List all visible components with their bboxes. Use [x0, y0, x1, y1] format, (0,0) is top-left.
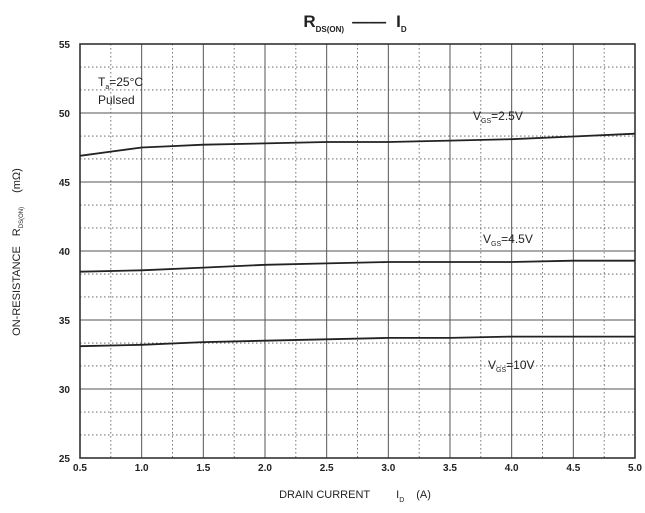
title-vs-symbol: I [396, 12, 401, 31]
y-tick-labels: 25 30 35 40 45 50 55 [59, 40, 71, 465]
x-tick-label: 1.5 [196, 463, 210, 474]
y-tick-label: 30 [59, 385, 71, 396]
condition-pulsed: Pulsed [98, 93, 135, 107]
grid [79, 43, 636, 459]
series-line-1 [79, 259, 635, 273]
series-label-vgs-4-5v: VGS=4.5V [483, 232, 533, 248]
x-tick-labels: 0.5 1.0 1.5 2.0 2.5 3.0 3.5 4.0 4.5 5.0 [73, 463, 642, 474]
title-vs-sub: D [401, 25, 407, 34]
chart-title: RDS(ON) —— ID [303, 12, 406, 34]
y-tick-label: 45 [59, 178, 71, 189]
x-tick-label: 3.0 [381, 463, 395, 474]
x-axis-label: DRAIN CURRENT ID (A) [279, 489, 431, 504]
y-tick-label: 40 [59, 247, 71, 258]
x-tick-label: 4.5 [566, 463, 580, 474]
series-line-0 [79, 132, 636, 157]
x-tick-label: 5.0 [628, 463, 642, 474]
condition-temperature: Ta=25°C [98, 75, 143, 91]
y-tick-label: 35 [59, 316, 71, 327]
y-tick-label: 50 [59, 109, 71, 120]
y-tick-label: 55 [59, 40, 71, 51]
y-axis-label: ON-RESISTANCERDS(ON)(mΩ) [11, 168, 25, 336]
plot-frame [79, 43, 636, 459]
x-tick-label: 2.5 [320, 463, 334, 474]
series-label-vgs-10v: VGS=10V [488, 358, 535, 374]
x-tick-label: 3.5 [443, 463, 457, 474]
x-tick-label: 1.0 [135, 463, 149, 474]
title-dash: —— [352, 12, 386, 31]
title-symbol: R [303, 12, 315, 31]
x-tick-label: 4.0 [505, 463, 519, 474]
series-label-vgs-2-5v: VGS=2.5V [473, 109, 523, 125]
title-symbol-sub: DS(ON) [316, 25, 345, 34]
y-tick-label: 25 [59, 454, 71, 465]
series-layer [79, 132, 636, 348]
x-tick-label: 0.5 [73, 463, 87, 474]
series-line-2 [79, 335, 635, 348]
x-tick-label: 2.0 [258, 463, 272, 474]
